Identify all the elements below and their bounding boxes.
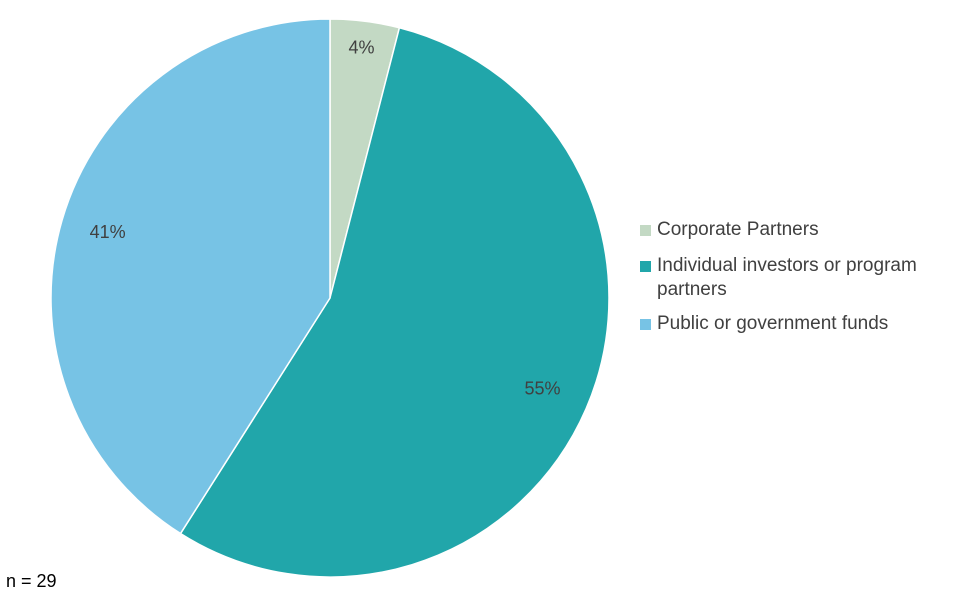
legend-label-public-funds: Public or government funds	[657, 313, 889, 334]
pie-slice-label-1: 55%	[525, 379, 561, 399]
legend-swatch-public-funds	[640, 319, 651, 330]
legend-swatch-corporate-partners	[640, 225, 651, 236]
legend-label-individual-investors: Individual investors or program partners	[657, 255, 917, 300]
legend: Corporate Partners Individual investors …	[640, 218, 950, 348]
legend-item-individual-investors: Individual investors or program partners	[640, 254, 950, 302]
pie-slice-1	[179, 26, 610, 578]
legend-item-public-funds: Public or government funds	[640, 312, 950, 336]
sample-size-note: n = 29	[6, 571, 57, 591]
legend-item-corporate-partners: Corporate Partners	[640, 218, 950, 242]
pie-labels: 4% 55% 41%	[90, 38, 561, 399]
pie-slice-label-2: 41%	[90, 222, 126, 242]
pie-slices	[50, 18, 610, 578]
pie-slice-2	[50, 18, 331, 535]
legend-swatch-individual-investors	[640, 261, 651, 272]
legend-label-corporate-partners: Corporate Partners	[657, 219, 819, 240]
pie-slice-label-0: 4%	[348, 38, 374, 58]
